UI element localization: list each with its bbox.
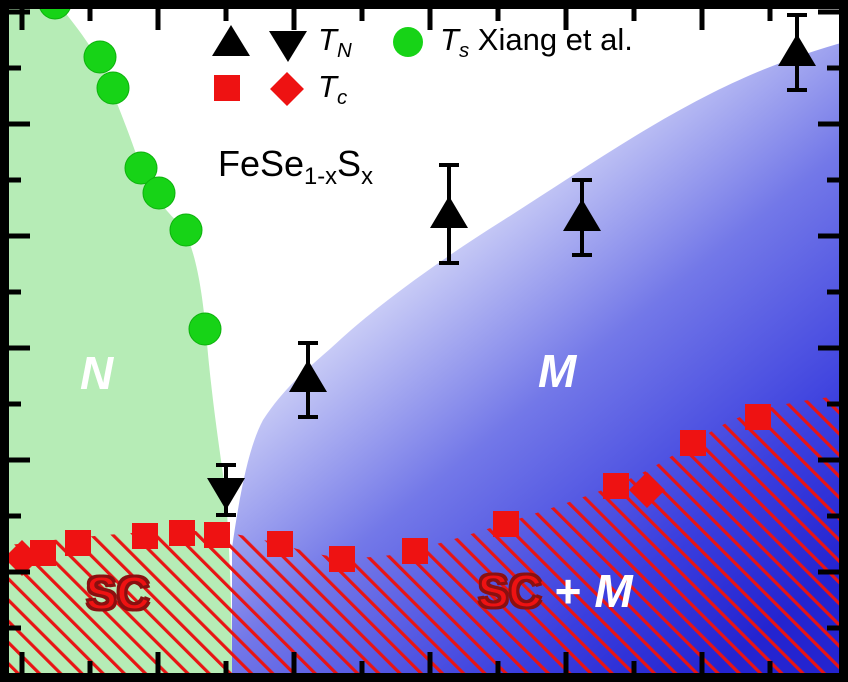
tn-up-triangles--point [430,196,468,228]
axis-ticks [9,9,839,673]
legend-label-ts: Ts Xiang et al. [440,22,633,63]
legend-label-tc: Tc [318,69,348,110]
ts-xiang-et-al--point [142,176,176,210]
region-sc-hatch [0,395,848,682]
region-n [0,0,232,682]
tn-up-triangles--point [778,34,816,66]
phase-label-scm-m: M [594,565,633,617]
tc-squares--point [680,430,706,456]
ts-xiang-et-al--point [188,312,222,346]
tc-diamonds--point [4,540,40,576]
tc-diamonds--point [629,472,665,508]
ts-xiang-et-al--point [96,71,130,105]
legend-triangle-down-icon [269,31,307,62]
compound-formula: FeSe1-xSx [218,143,373,191]
legend-triangle-up-icon [212,25,250,56]
tc-squares--point [603,473,629,499]
phase-label-m: M [538,345,577,397]
tc-squares--point [267,531,293,557]
ts-xiang-et-al--point [169,213,203,247]
legend-label-tn: TN [318,22,352,63]
legend-circle-icon [393,27,423,57]
tc-squares--point [402,538,428,564]
tc-squares--point [204,522,230,548]
phase-label-scm-plus: + [541,565,595,617]
data-markers [4,0,816,576]
tc-squares--point [169,520,195,546]
tc-squares--point [745,404,771,430]
legend-square-icon [214,75,240,101]
tn-down-triangle--point [207,478,245,510]
tc-squares--point [132,523,158,549]
phase-label-sc: SC [85,567,151,619]
ts-xiang-et-al--point [124,151,158,185]
tc-squares--point [493,511,519,537]
tn-up-triangles--point [289,360,327,392]
tc-squares--point [329,546,355,572]
ts-xiang-et-al--point [83,40,117,74]
tn-up-triangles--point [563,199,601,231]
tc-squares--point [65,530,91,556]
phase-label-sc-m: SC + M [477,565,633,617]
phase-label-n: N [80,347,114,399]
phase-label-scm-sc: SC [477,565,543,617]
